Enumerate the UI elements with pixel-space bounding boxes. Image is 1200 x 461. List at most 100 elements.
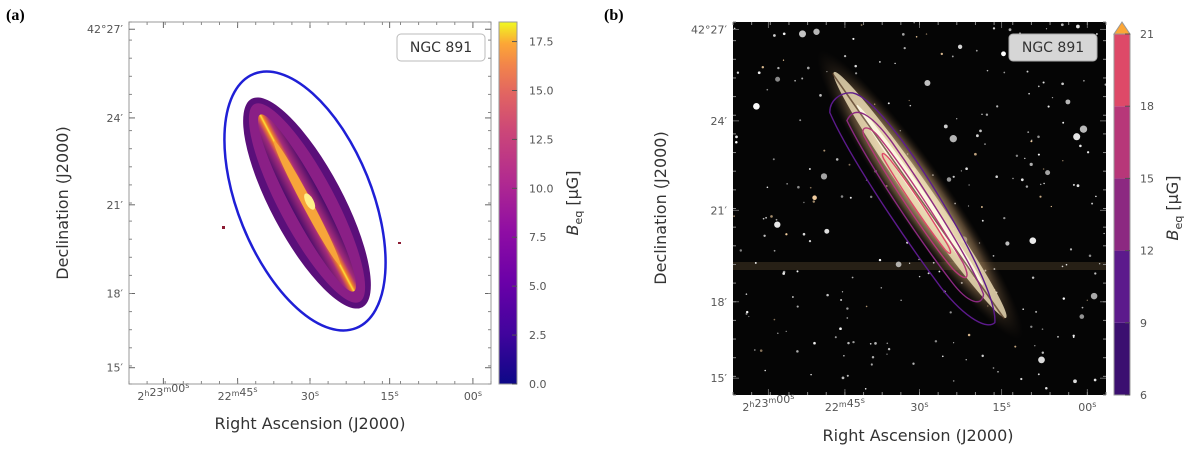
star <box>775 218 778 221</box>
star <box>770 215 773 218</box>
star <box>1061 82 1064 86</box>
star <box>1065 263 1068 266</box>
star <box>865 305 868 308</box>
star <box>1037 153 1040 156</box>
star <box>986 69 989 72</box>
star <box>1073 379 1077 384</box>
star <box>886 342 889 345</box>
y-tick-label: 24′ <box>107 112 124 125</box>
star <box>798 30 807 38</box>
panel-a-colorbar-ticks: 0.0 2.5 5.0 7.5 10.0 12.5 15.0 17.5 <box>512 36 554 391</box>
star <box>826 293 829 297</box>
star <box>968 184 970 186</box>
star <box>757 71 761 75</box>
star <box>1037 135 1040 139</box>
star <box>967 205 970 207</box>
star <box>1069 248 1073 251</box>
star <box>1104 83 1106 86</box>
star <box>748 315 750 318</box>
star <box>835 158 839 161</box>
colorbar-b-tick-label: 12 <box>1140 245 1154 258</box>
star <box>887 102 890 105</box>
star <box>1086 299 1088 301</box>
star <box>1047 105 1050 108</box>
star <box>1098 262 1101 265</box>
panel-b-contour-12 <box>846 111 985 303</box>
x-tick-label: 30s <box>910 400 928 414</box>
star <box>813 28 820 35</box>
star <box>870 363 873 366</box>
star <box>974 152 977 156</box>
panel-b-ylabel: Declination (J2000) <box>651 131 670 284</box>
star <box>946 177 952 182</box>
star <box>1062 297 1066 300</box>
star <box>952 175 955 178</box>
star <box>846 317 849 319</box>
panel-b-label: (b) <box>604 7 624 24</box>
colorbar-b-tick-label: 9 <box>1140 317 1147 330</box>
star <box>895 261 902 268</box>
star <box>773 34 776 37</box>
star <box>765 216 767 219</box>
panel-a-ellipse <box>223 70 387 332</box>
star <box>1003 71 1006 74</box>
star <box>1079 125 1088 133</box>
star <box>908 262 911 264</box>
star <box>860 24 863 26</box>
star <box>880 287 883 289</box>
star <box>1076 184 1080 188</box>
y-tick-label: 18′ <box>107 288 124 301</box>
star <box>981 354 984 358</box>
panel-a-label: (a) <box>6 7 25 24</box>
panel-b-contour-15 <box>862 127 968 279</box>
star <box>841 291 844 293</box>
star <box>1072 336 1075 338</box>
star <box>915 36 918 38</box>
star <box>934 340 938 343</box>
star <box>796 305 799 308</box>
star <box>775 76 781 82</box>
panel-b-colorbar-ticks: 6 9 12 15 18 21 <box>1125 28 1154 402</box>
star <box>762 217 765 220</box>
star <box>802 232 806 236</box>
star <box>1020 377 1023 381</box>
star <box>1005 241 1010 246</box>
colorbar-a-tick-label: 0.0 <box>529 378 547 391</box>
star <box>745 310 749 314</box>
star <box>745 293 748 295</box>
star <box>1072 183 1075 186</box>
star <box>808 239 812 243</box>
star <box>813 341 816 345</box>
star <box>1096 33 1098 35</box>
x-tick-label: 22m45s <box>218 385 258 403</box>
star <box>1045 170 1051 176</box>
x-tick-label: 2h23m00s <box>742 392 794 414</box>
colorbar-a-tick-label: 2.5 <box>529 329 547 342</box>
star <box>879 61 881 63</box>
star <box>951 55 954 58</box>
panel-b-colorbar: 6 9 12 15 18 21 Beq [μG] <box>1113 21 1185 402</box>
star <box>1045 386 1048 390</box>
colorbar-b-band <box>1114 322 1130 395</box>
star <box>1012 177 1014 180</box>
y-tick-label: 21′ <box>711 204 728 217</box>
panel-a-colorbar-label: Beq [μG] <box>563 171 585 236</box>
star <box>808 168 811 170</box>
star <box>1039 183 1042 186</box>
panel-a-speck-right <box>398 242 401 244</box>
star <box>854 64 857 68</box>
star <box>733 27 736 30</box>
star <box>918 258 920 261</box>
star <box>801 77 804 80</box>
star <box>1026 70 1029 73</box>
star <box>912 362 915 365</box>
star <box>1001 51 1006 57</box>
star <box>943 124 948 129</box>
star <box>957 44 963 49</box>
panel-b-legend-box <box>1008 33 1098 62</box>
star <box>736 71 740 74</box>
star <box>1041 328 1044 330</box>
star <box>841 376 845 380</box>
star <box>834 336 837 339</box>
star <box>852 340 855 344</box>
